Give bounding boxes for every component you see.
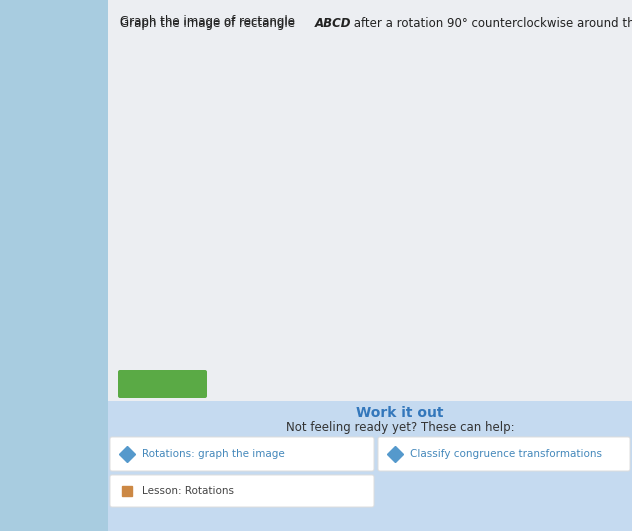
Text: y: y xyxy=(299,41,305,51)
Text: Submit: Submit xyxy=(137,378,187,390)
Text: after a rotation 90° counterclockwise around the origin.: after a rotation 90° counterclockwise ar… xyxy=(350,17,632,30)
FancyBboxPatch shape xyxy=(0,0,108,531)
Text: C: C xyxy=(300,84,308,95)
FancyBboxPatch shape xyxy=(110,475,374,507)
FancyBboxPatch shape xyxy=(108,0,632,531)
FancyBboxPatch shape xyxy=(118,370,207,398)
Text: Graph the image of rectangle: Graph the image of rectangle xyxy=(120,15,299,28)
Text: Work it out: Work it out xyxy=(356,406,444,420)
Text: Classify congruence transformations: Classify congruence transformations xyxy=(410,449,602,459)
FancyBboxPatch shape xyxy=(110,437,374,471)
Text: x: x xyxy=(473,210,479,219)
Text: ABCD: ABCD xyxy=(315,17,351,30)
Text: D: D xyxy=(145,84,154,95)
Text: Lesson: Rotations: Lesson: Rotations xyxy=(142,486,234,496)
Text: B: B xyxy=(300,131,308,141)
Text: Not feeling ready yet? These can help:: Not feeling ready yet? These can help: xyxy=(286,422,514,434)
FancyBboxPatch shape xyxy=(108,401,632,531)
Text: Rotations: graph the image: Rotations: graph the image xyxy=(142,449,285,459)
Text: A: A xyxy=(147,131,155,141)
FancyBboxPatch shape xyxy=(378,437,630,471)
Text: Graph the image of rectangle: Graph the image of rectangle xyxy=(120,15,299,28)
Text: Graph the image of rectangle: Graph the image of rectangle xyxy=(120,17,299,30)
